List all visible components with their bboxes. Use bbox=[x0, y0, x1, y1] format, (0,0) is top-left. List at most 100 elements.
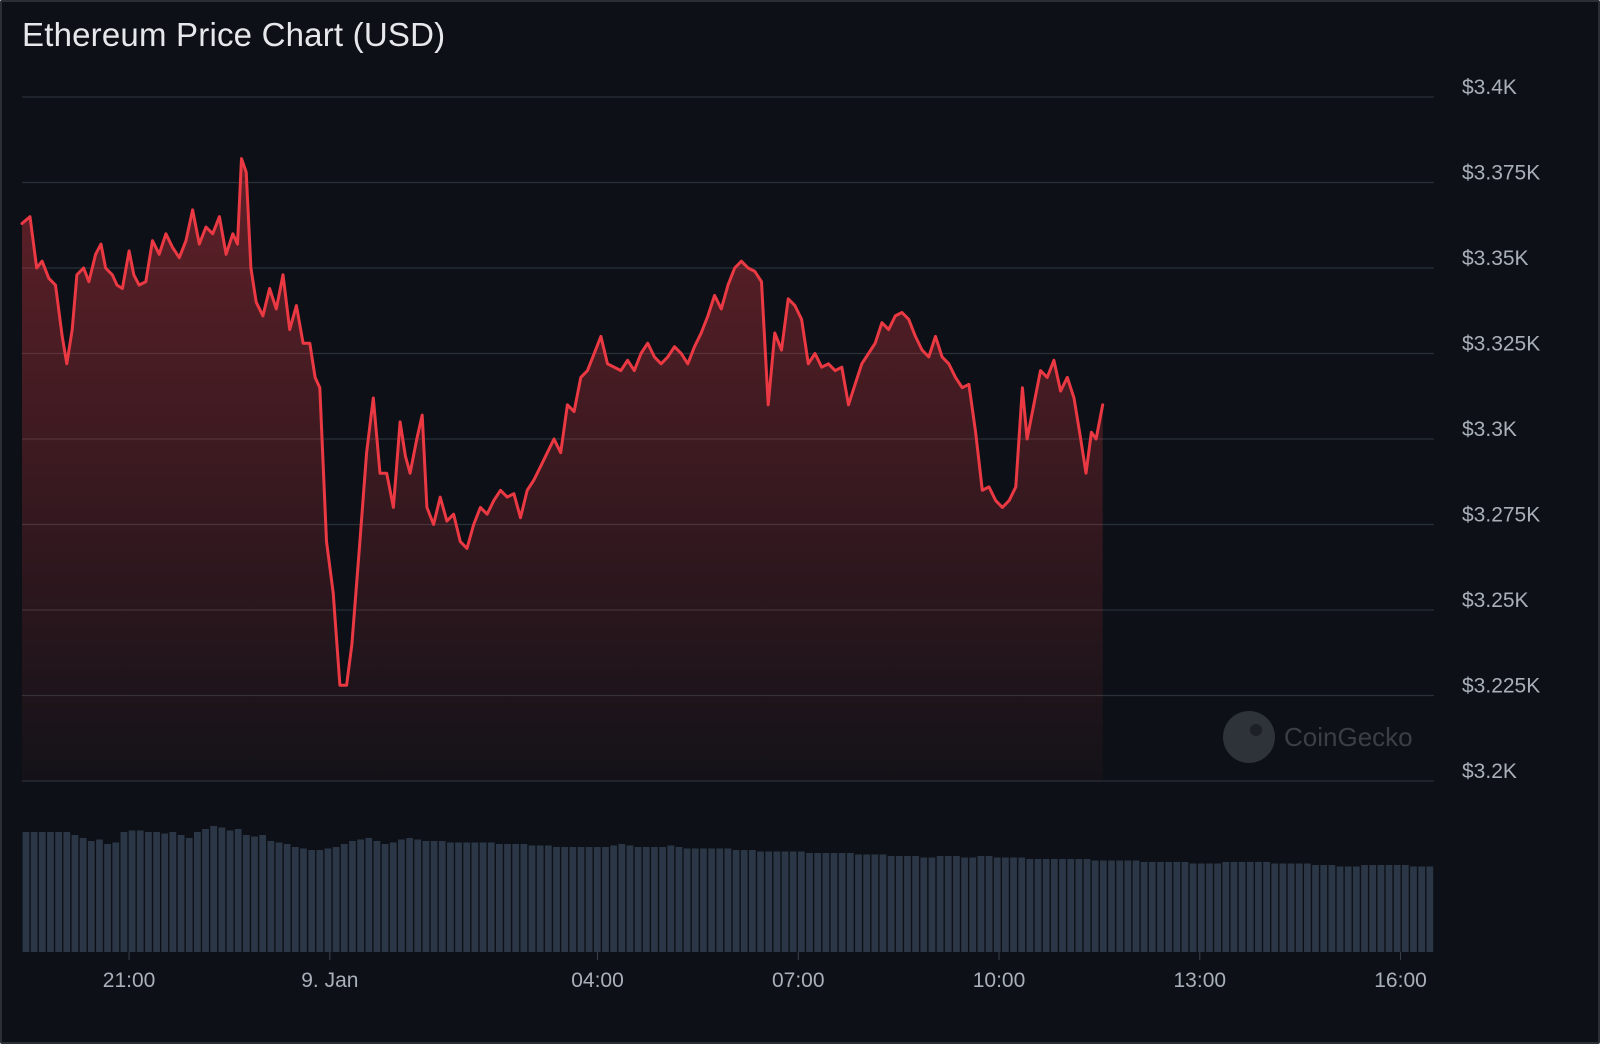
volume-bar bbox=[993, 857, 1001, 952]
volume-bar bbox=[308, 850, 316, 952]
volume-bar bbox=[863, 854, 871, 952]
volume-bar bbox=[936, 856, 944, 952]
volume-bar bbox=[781, 851, 789, 952]
volume-bar bbox=[63, 832, 71, 952]
volume-bar bbox=[838, 853, 846, 952]
volume-bar bbox=[855, 854, 862, 952]
volume-bar bbox=[128, 830, 136, 952]
volume-bar bbox=[373, 841, 381, 952]
volume-bar bbox=[226, 830, 234, 952]
volume-bar bbox=[332, 847, 340, 952]
volume-bar bbox=[846, 853, 854, 952]
volume-bar bbox=[904, 856, 911, 952]
volume-bar bbox=[1018, 857, 1026, 952]
volume-bar bbox=[161, 833, 169, 952]
volume-bar bbox=[642, 847, 650, 952]
volume-bar bbox=[1116, 860, 1124, 952]
price-line bbox=[20, 157, 1105, 687]
volume-bar bbox=[55, 832, 63, 952]
volume-bar bbox=[381, 844, 389, 952]
volume-bar bbox=[1214, 863, 1221, 952]
volume-bar bbox=[1263, 862, 1270, 952]
volume-bar bbox=[928, 857, 936, 952]
price-line-group bbox=[20, 157, 1105, 687]
volume-bar bbox=[757, 851, 764, 952]
volume-bar bbox=[528, 845, 536, 952]
volume-bar bbox=[447, 842, 454, 952]
volume-bar bbox=[1050, 859, 1058, 952]
volume-bar bbox=[104, 844, 111, 952]
volume-bar bbox=[765, 851, 773, 952]
volume-bar bbox=[504, 844, 511, 952]
volume-bar bbox=[1002, 857, 1009, 952]
volume-bar bbox=[879, 854, 887, 952]
volume-bar bbox=[953, 856, 960, 952]
volume-bar bbox=[487, 842, 495, 952]
volume-bar bbox=[920, 857, 928, 952]
volume-bar bbox=[96, 839, 103, 952]
volume-bar bbox=[1034, 859, 1042, 952]
volume-bar bbox=[700, 848, 707, 952]
volume-bars bbox=[22, 826, 1434, 952]
volume-bar bbox=[1246, 862, 1254, 952]
volume-bar bbox=[536, 845, 544, 952]
volume-bar bbox=[324, 848, 332, 952]
volume-bar bbox=[602, 847, 609, 952]
volume-bar bbox=[1042, 859, 1050, 952]
x-tick-label: 21:00 bbox=[103, 969, 156, 992]
volume-bar bbox=[544, 845, 552, 952]
volume-bar bbox=[912, 856, 919, 952]
volume-bar bbox=[593, 847, 601, 952]
y-tick-label: $3.3K bbox=[1462, 418, 1517, 441]
volume-bar bbox=[806, 853, 813, 952]
volume-bar bbox=[136, 830, 144, 952]
y-tick-label: $3.35K bbox=[1462, 247, 1529, 270]
y-tick-label: $3.275K bbox=[1462, 504, 1540, 527]
volume-bar bbox=[1393, 865, 1401, 952]
volume-bar bbox=[1206, 863, 1213, 952]
volume-bar bbox=[1271, 863, 1279, 952]
volume-bar bbox=[365, 838, 373, 952]
volume-bar bbox=[340, 844, 348, 952]
x-tick-label: 9. Jan bbox=[301, 969, 358, 992]
volume-bar bbox=[234, 829, 242, 952]
volume-bar bbox=[422, 841, 430, 952]
volume-bar bbox=[316, 850, 324, 952]
volume-bar bbox=[194, 832, 201, 952]
volume-bar bbox=[1148, 862, 1156, 952]
volume-bar bbox=[553, 847, 560, 952]
coingecko-logo-eye-icon bbox=[1250, 724, 1262, 736]
volume-bar bbox=[626, 845, 634, 952]
volume-bar bbox=[145, 832, 152, 952]
y-tick-label: $3.2K bbox=[1462, 760, 1517, 783]
volume-bar bbox=[218, 827, 226, 952]
volume-bar bbox=[634, 847, 642, 952]
volume-bar bbox=[618, 844, 626, 952]
volume-bar bbox=[300, 848, 307, 952]
volume-bar bbox=[1312, 865, 1319, 952]
volume-bar bbox=[740, 850, 748, 952]
volume-bar bbox=[944, 856, 952, 952]
volume-bar bbox=[789, 851, 797, 952]
x-axis-labels: 21:00 9. Jan 04:00 07:00 10:00 13:00 16:00 bbox=[103, 952, 1427, 992]
volume-bar bbox=[691, 848, 699, 952]
volume-bar bbox=[724, 848, 732, 952]
volume-bar bbox=[1124, 860, 1132, 952]
volume-bar bbox=[389, 842, 397, 952]
volume-bar bbox=[985, 856, 993, 952]
coingecko-logo-icon bbox=[1223, 711, 1275, 763]
volume-bar bbox=[569, 847, 577, 952]
volume-bar bbox=[1385, 865, 1393, 952]
volume-bar bbox=[871, 854, 879, 952]
volume-bar bbox=[169, 832, 177, 952]
volume-bar bbox=[71, 835, 79, 952]
volume-bar bbox=[1091, 860, 1099, 952]
volume-bar bbox=[814, 853, 822, 952]
volume-bar bbox=[291, 847, 299, 952]
volume-bar bbox=[610, 845, 618, 952]
volume-bar bbox=[1132, 860, 1140, 952]
x-tick-label: 07:00 bbox=[772, 969, 825, 992]
volume-bar bbox=[1320, 865, 1328, 952]
